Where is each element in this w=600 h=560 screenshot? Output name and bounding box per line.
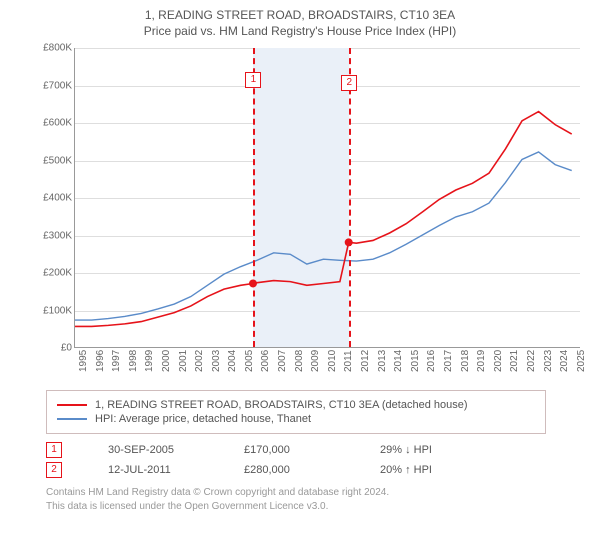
x-axis-label: 2011 [343, 350, 354, 372]
x-axis-label: 2010 [327, 350, 338, 372]
y-axis-label: £800K [36, 43, 72, 54]
x-axis-label: 2007 [277, 350, 288, 372]
legend-item: 1, READING STREET ROAD, BROADSTAIRS, CT1… [57, 399, 535, 411]
chart: 1 2 1995 1996 1997 1998 1999 2000 2001 2002 2003 2… [36, 44, 586, 384]
subtitle: Price paid vs. HM Land Registry's House … [14, 24, 586, 38]
legend-label: 1, READING STREET ROAD, BROADSTAIRS, CT1… [95, 399, 468, 411]
x-axis-label: 1996 [95, 350, 106, 372]
y-axis-label: £400K [36, 193, 72, 204]
x-axis-label: 1999 [144, 350, 155, 372]
y-axis-label: £700K [36, 80, 72, 91]
x-axis-label: 2024 [559, 350, 570, 372]
title-block: 1, READING STREET ROAD, BROADSTAIRS, CT1… [14, 8, 586, 38]
x-axis-label: 1995 [78, 350, 89, 372]
y-axis-label: £200K [36, 268, 72, 279]
sale-price: £280,000 [244, 464, 334, 476]
x-axis-label: 2006 [260, 350, 271, 372]
sale-marker-chart: 1 [245, 72, 261, 88]
sale-marker-chart: 2 [341, 75, 357, 91]
page-root: 1, READING STREET ROAD, BROADSTAIRS, CT1… [0, 0, 600, 522]
x-axis-label: 2012 [360, 350, 371, 372]
sale-price: £170,000 [244, 444, 334, 456]
sale-pct: 29% ↓ HPI [380, 444, 470, 456]
plot-area: 12 1995199619971998199920002001200220032… [74, 48, 580, 348]
x-axis-label: 2020 [493, 350, 504, 372]
x-axis-label: 2002 [194, 350, 205, 372]
sale-marker: 1 [46, 442, 62, 458]
x-axis-label: 1998 [128, 350, 139, 372]
x-axis-label: 2022 [526, 350, 537, 372]
y-axis-label: £300K [36, 230, 72, 241]
x-axis-label: 2025 [576, 350, 587, 372]
x-axis-label: 2017 [443, 350, 454, 372]
x-axis-label: 2001 [178, 350, 189, 372]
x-axis-label: 2004 [227, 350, 238, 372]
x-axis-label: 2008 [294, 350, 305, 372]
x-axis-label: 2005 [244, 350, 255, 372]
sale-marker: 2 [46, 462, 62, 478]
x-axis-label: 2019 [476, 350, 487, 372]
footer-licence: This data is licensed under the Open Gov… [46, 500, 586, 514]
x-axis-label: 2000 [161, 350, 172, 372]
legend: 1, READING STREET ROAD, BROADSTAIRS, CT1… [46, 390, 546, 434]
x-axis-label: 2013 [377, 350, 388, 372]
sale-row: 2 12-JUL-2011 £280,000 20% ↑ HPI [46, 462, 586, 478]
sale-row: 1 30-SEP-2005 £170,000 29% ↓ HPI [46, 442, 586, 458]
sale-date: 12-JUL-2011 [108, 464, 198, 476]
sale-date: 30-SEP-2005 [108, 444, 198, 456]
legend-swatch [57, 404, 87, 406]
footer-copyright: Contains HM Land Registry data © Crown c… [46, 486, 586, 500]
y-axis-label: £600K [36, 118, 72, 129]
x-axis-label: 1997 [111, 350, 122, 372]
x-axis-label: 2003 [211, 350, 222, 372]
y-axis-label: £500K [36, 155, 72, 166]
y-axis-label: £0 [36, 343, 72, 354]
x-axis-label: 2015 [410, 350, 421, 372]
x-axis-label: 2023 [543, 350, 554, 372]
address-title: 1, READING STREET ROAD, BROADSTAIRS, CT1… [14, 8, 586, 22]
sales-table: 1 30-SEP-2005 £170,000 29% ↓ HPI 2 12-JU… [46, 442, 586, 478]
x-axis-label: 2021 [509, 350, 520, 372]
sale-pct: 20% ↑ HPI [380, 464, 470, 476]
x-axis-label: 2018 [460, 350, 471, 372]
legend-label: HPI: Average price, detached house, Than… [95, 413, 311, 425]
y-axis-label: £100K [36, 305, 72, 316]
footer: Contains HM Land Registry data © Crown c… [46, 486, 586, 514]
x-axis-label: 2014 [393, 350, 404, 372]
x-axis-label: 2009 [310, 350, 321, 372]
legend-item: HPI: Average price, detached house, Than… [57, 413, 535, 425]
legend-swatch [57, 418, 87, 420]
x-axis-label: 2016 [426, 350, 437, 372]
